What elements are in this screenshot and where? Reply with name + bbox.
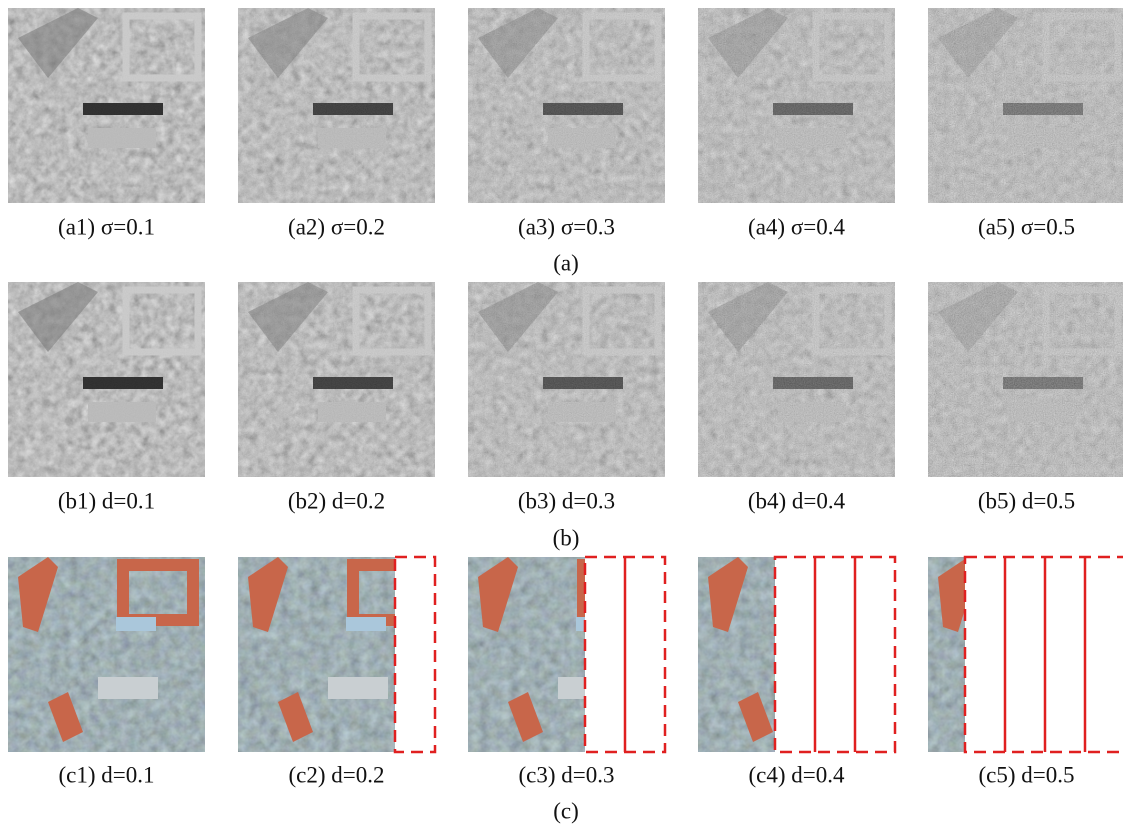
aerial-image <box>928 557 1123 752</box>
aerial-image <box>8 282 205 477</box>
image-panel <box>8 282 205 477</box>
noise <box>8 282 205 477</box>
image-panel <box>698 282 895 477</box>
roof <box>806 617 846 631</box>
roof <box>98 677 158 699</box>
roof <box>346 617 386 631</box>
noise <box>698 282 895 477</box>
roof <box>583 565 653 620</box>
image-panel <box>468 557 665 752</box>
roof <box>1036 617 1076 631</box>
caption: (b3) d=0.3 <box>518 488 615 513</box>
noise <box>238 282 435 477</box>
caption: (c3) d=0.3 <box>519 762 615 787</box>
aerial-image <box>238 282 435 477</box>
aerial-image <box>468 8 665 203</box>
caption: (a2) σ=0.2 <box>288 214 385 239</box>
caption: (a4) σ=0.4 <box>748 214 845 239</box>
image-panel <box>698 557 895 752</box>
roof <box>576 617 616 631</box>
roof <box>116 617 156 631</box>
image-panel <box>238 8 435 203</box>
noise <box>468 8 665 203</box>
image-panel <box>468 282 665 477</box>
aerial-image <box>8 8 205 203</box>
roof <box>813 565 883 620</box>
row-label: (c) <box>553 798 579 823</box>
image-panel <box>928 557 1123 752</box>
noise <box>8 8 205 203</box>
image-panel <box>238 557 435 752</box>
noise <box>698 8 895 203</box>
roof <box>788 677 848 699</box>
caption: (b2) d=0.2 <box>288 488 385 513</box>
aerial-image <box>928 282 1123 477</box>
noise <box>928 282 1123 477</box>
caption: (c5) d=0.5 <box>979 762 1075 787</box>
row-label: (b) <box>553 525 580 550</box>
aerial-image <box>698 8 895 203</box>
missing-region <box>395 557 435 752</box>
caption: (b1) d=0.1 <box>58 488 155 513</box>
roof <box>1018 677 1078 699</box>
image-panel <box>8 8 205 203</box>
row-label: (a) <box>553 250 579 275</box>
noise <box>468 282 665 477</box>
image-panel <box>928 8 1123 203</box>
aerial-image <box>468 557 665 752</box>
aerial-image <box>468 282 665 477</box>
aerial-image <box>698 557 895 752</box>
aerial-image <box>8 557 205 752</box>
noise <box>238 8 435 203</box>
image-panel <box>928 282 1123 477</box>
image-panel <box>698 8 895 203</box>
caption: (c1) d=0.1 <box>59 762 155 787</box>
image-panel <box>238 282 435 477</box>
aerial-image <box>928 8 1123 203</box>
figure: (a1) σ=0.1 (a2) σ=0.2 (a3) σ=0.3 (a4) σ=0.4… <box>0 0 1123 829</box>
roof <box>328 677 388 699</box>
aerial-image <box>238 557 435 752</box>
caption: (a3) σ=0.3 <box>518 214 615 239</box>
caption: (c2) d=0.2 <box>289 762 385 787</box>
caption: (a1) σ=0.1 <box>58 214 155 239</box>
aerial-image <box>238 8 435 203</box>
caption: (c4) d=0.4 <box>749 762 845 787</box>
image-panel <box>468 8 665 203</box>
roof <box>968 692 1003 742</box>
caption: (b4) d=0.4 <box>748 488 846 513</box>
caption: (a5) σ=0.5 <box>978 214 1075 239</box>
roof <box>558 677 618 699</box>
aerial-image <box>698 282 895 477</box>
noise <box>928 8 1123 203</box>
missing-region <box>775 557 895 752</box>
roof <box>1043 565 1113 620</box>
caption: (b5) d=0.5 <box>978 488 1075 513</box>
image-panel <box>8 557 205 752</box>
